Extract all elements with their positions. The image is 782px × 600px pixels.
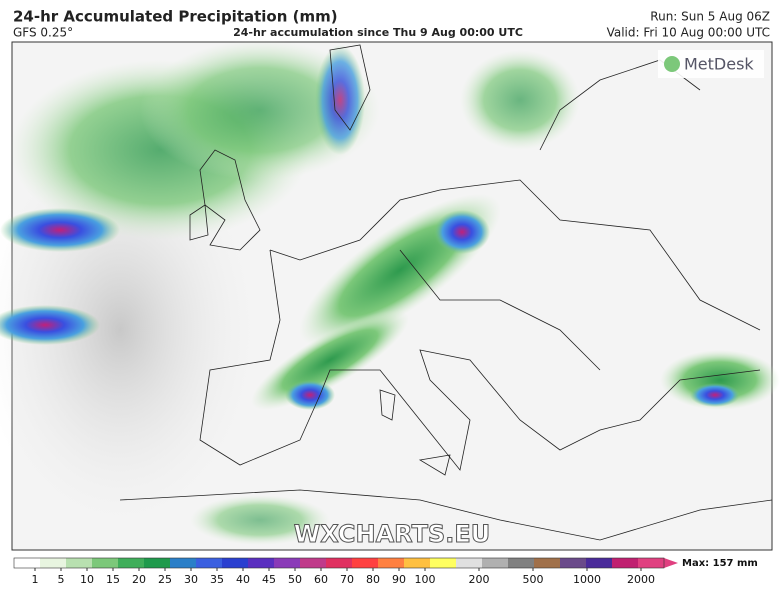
colorbar-tick-label: 35 xyxy=(210,573,224,586)
colorbar-segment xyxy=(326,558,353,568)
colorbar-segment xyxy=(482,558,509,568)
max-label: Max: 157 mm xyxy=(682,558,758,569)
logo: MetDesk xyxy=(658,50,764,78)
colorbar-segment xyxy=(170,558,197,568)
colorbar-tick-label: 40 xyxy=(236,573,250,586)
colorbar-tick-label: 80 xyxy=(366,573,380,586)
colorbar-tick-label: 2000 xyxy=(627,573,655,586)
colorbar-segment xyxy=(430,558,457,568)
colorbar-tick-label: 25 xyxy=(158,573,172,586)
colorbar-segment xyxy=(638,558,665,568)
colorbar-segment xyxy=(508,558,535,568)
run: Run: Sun 5 Aug 06Z xyxy=(650,10,770,24)
colorbar-tick-label: 70 xyxy=(340,573,354,586)
colorbar-arrow xyxy=(664,558,678,568)
colorbar-tick-label: 10 xyxy=(80,573,94,586)
colorbar-tick-label: 15 xyxy=(106,573,120,586)
colorbar-tick-label: 50 xyxy=(288,573,302,586)
colorbar-segment xyxy=(40,558,67,568)
colorbar-tick-label: 100 xyxy=(415,573,436,586)
map xyxy=(0,40,780,551)
colorbar-tick-label: 90 xyxy=(392,573,406,586)
colorbar-tick-label: 5 xyxy=(58,573,65,586)
colorbar-segment xyxy=(352,558,379,568)
colorbar-segment xyxy=(14,558,41,568)
colorbar-tick-label: 30 xyxy=(184,573,198,586)
model: GFS 0.25° xyxy=(13,26,73,40)
colorbar-segment xyxy=(274,558,301,568)
colorbar-segment xyxy=(586,558,613,568)
colorbar-segment xyxy=(534,558,561,568)
colorbar-tick-label: 45 xyxy=(262,573,276,586)
colorbar-segment xyxy=(404,558,431,568)
colorbar-segment xyxy=(144,558,171,568)
colorbar-segment xyxy=(118,558,145,568)
subtitle: 24-hr accumulation since Thu 9 Aug 00:00… xyxy=(233,26,523,39)
colorbar-tick-label: 500 xyxy=(523,573,544,586)
colorbar-segment xyxy=(66,558,93,568)
colorbar-tick-label: 200 xyxy=(469,573,490,586)
colorbar-tick-label: 20 xyxy=(132,573,146,586)
colorbar-tick-label: 1 xyxy=(32,573,39,586)
colorbar-segment xyxy=(378,558,405,568)
logo-text: MetDesk xyxy=(684,55,754,74)
watermark: WXCHARTS.EU xyxy=(294,520,490,548)
colorbar-segment xyxy=(196,558,223,568)
valid: Valid: Fri 10 Aug 00:00 UTC xyxy=(607,26,770,40)
colorbar-segment xyxy=(222,558,249,568)
colorbar-segment xyxy=(560,558,587,568)
colorbar-frame xyxy=(13,557,665,569)
colorbar-segment xyxy=(456,558,483,568)
colorbar-segment xyxy=(248,558,275,568)
colorbar-segment xyxy=(612,558,639,568)
title: 24-hr Accumulated Precipitation (mm) xyxy=(13,8,338,26)
colorbar: 1 5 10 15 20 25 30 35 40 45 50 60 70 80 90 100 200 500 100… xyxy=(13,557,678,586)
colorbar-tick-label: 60 xyxy=(314,573,328,586)
colorbar-tick-label: 1000 xyxy=(573,573,601,586)
colorbar-segment xyxy=(92,558,119,568)
colorbar-segment xyxy=(300,558,327,568)
